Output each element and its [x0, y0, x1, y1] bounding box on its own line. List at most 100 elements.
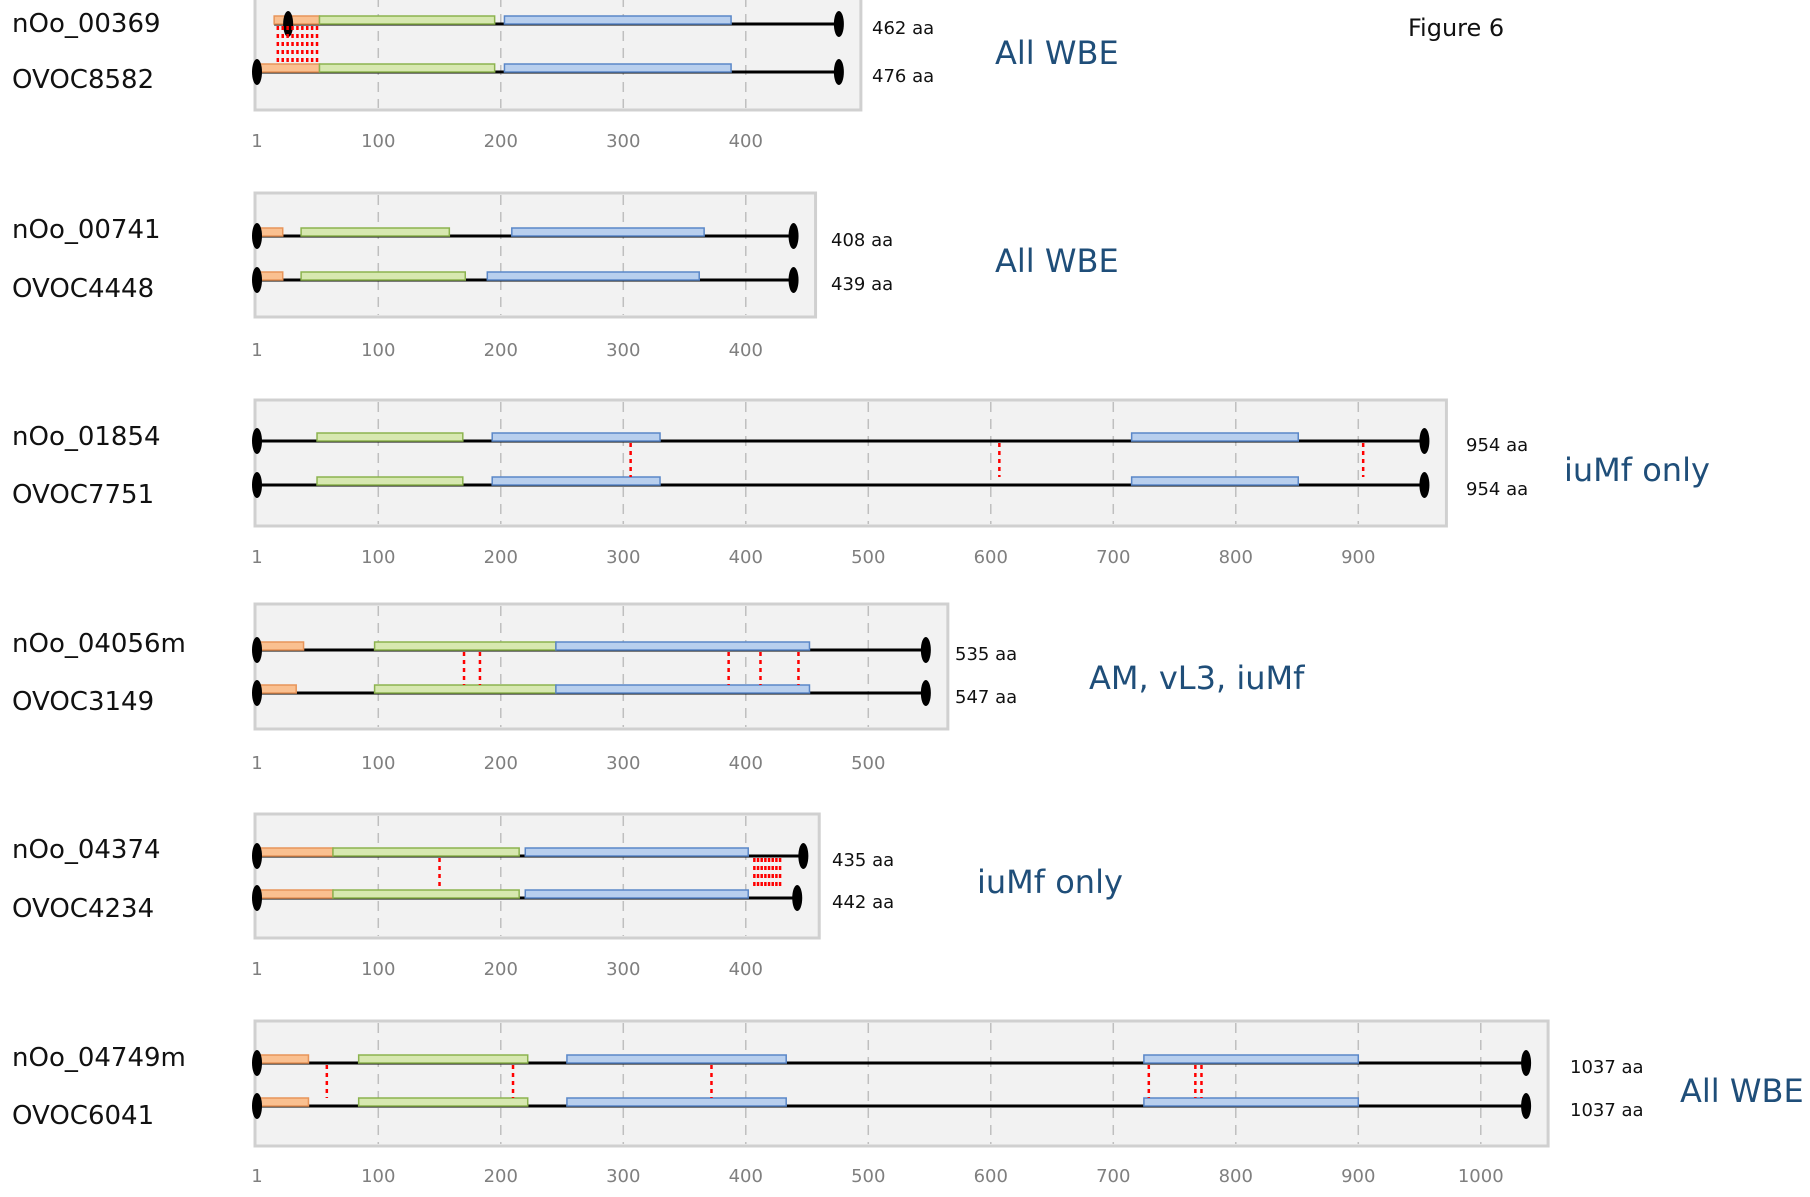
signal-domain-box [256, 63, 321, 73]
track-start-cap [252, 637, 262, 663]
blue-domain-box [491, 476, 661, 486]
tick-label: 500 [851, 1166, 885, 1187]
tick-label: 300 [606, 1166, 640, 1187]
protein-track [252, 637, 931, 663]
tick-label: 100 [361, 547, 395, 568]
tick-label: 500 [851, 547, 885, 568]
protein-length: 408 aa [831, 230, 893, 251]
protein-length: 1037 aa [1570, 1057, 1644, 1078]
green-domain-box [332, 847, 520, 857]
protein-length: 547 aa [955, 687, 1017, 708]
signal-domain-box [273, 15, 321, 25]
tick-label: 900 [1341, 1166, 1375, 1187]
tick-label: 200 [484, 959, 518, 980]
tick-label: 900 [1341, 547, 1375, 568]
tick-label: 100 [361, 753, 395, 774]
track-start-cap [252, 885, 262, 911]
track-end-cap [788, 223, 799, 249]
tick-label: 100 [361, 340, 395, 361]
protein-track [252, 472, 1430, 498]
protein-track [252, 885, 803, 911]
track-end-cap [798, 843, 809, 869]
blue-domain-box [503, 15, 732, 25]
tick-label: 600 [974, 547, 1008, 568]
tick-label: 1 [251, 547, 262, 568]
protein-track [273, 11, 844, 37]
blue-domain-box [486, 271, 700, 281]
blue-domain-box [491, 432, 661, 442]
protein-track [252, 267, 799, 293]
panel-background [253, 398, 1448, 528]
protein-length: 535 aa [955, 644, 1017, 665]
gene-name: OVOC8582 [12, 65, 154, 95]
signal-domain-box [256, 684, 297, 694]
tick-label: 400 [729, 547, 763, 568]
blue-domain-box [1130, 432, 1300, 442]
signal-domain-box [256, 847, 334, 857]
protein-length: 954 aa [1466, 479, 1528, 500]
track-end-cap [833, 59, 844, 85]
tick-label: 500 [851, 753, 885, 774]
green-domain-box [300, 227, 451, 237]
gene-name: nOo_00369 [12, 9, 161, 39]
expression-category: iuMf only [1564, 451, 1710, 489]
track-start-cap [252, 223, 262, 249]
gene-name: OVOC4234 [12, 894, 154, 924]
tick-label: 400 [729, 753, 763, 774]
green-domain-box [316, 476, 464, 486]
tick-label: 700 [1096, 1166, 1130, 1187]
gene-name: nOo_00741 [12, 215, 161, 245]
expression-category: All WBE [995, 34, 1119, 72]
track-start-cap [252, 1093, 262, 1119]
blue-domain-box [566, 1097, 787, 1107]
track-start-cap [283, 11, 294, 37]
protein-track [252, 223, 799, 249]
alignment-panel: 1 100 200 300 400 500 nOo_04056m 535 aa OVOC3149… [12, 602, 1305, 774]
gene-name: nOo_04056m [12, 629, 186, 659]
expression-category: All WBE [1680, 1072, 1804, 1110]
tick-label: 300 [606, 340, 640, 361]
protein-length: 435 aa [832, 850, 894, 871]
tick-label: 1 [251, 131, 262, 152]
gene-name: nOo_04374 [12, 835, 161, 865]
gene-name: OVOC6041 [12, 1101, 154, 1131]
tick-label: 100 [361, 131, 395, 152]
alignment-panel: 1 100 200 300 400 nOo_04374 435 aa OVOC4234 442 … [12, 812, 1123, 980]
tick-label: 1 [251, 1166, 262, 1187]
track-end-cap [792, 885, 803, 911]
tick-label: 800 [1219, 547, 1253, 568]
track-end-cap [1521, 1050, 1532, 1076]
tick-label: 600 [974, 1166, 1008, 1187]
tick-label: 300 [606, 547, 640, 568]
track-end-cap [920, 637, 931, 663]
track-end-cap [833, 11, 844, 37]
protein-length: 954 aa [1466, 435, 1528, 456]
green-domain-box [316, 432, 464, 442]
blue-domain-box [1143, 1097, 1360, 1107]
tick-label: 200 [484, 753, 518, 774]
signal-domain-box [256, 1097, 310, 1107]
protein-length: 442 aa [832, 892, 894, 913]
tick-label: 700 [1096, 547, 1130, 568]
panel-background [253, 1019, 1550, 1148]
gene-name: OVOC3149 [12, 687, 154, 717]
green-domain-box [318, 15, 496, 25]
tick-label: 400 [729, 1166, 763, 1187]
track-end-cap [1521, 1093, 1532, 1119]
signal-domain-box [256, 1054, 310, 1064]
signal-domain-box [256, 641, 305, 651]
protein-length: 1037 aa [1570, 1100, 1644, 1121]
tick-label: 800 [1219, 1166, 1253, 1187]
tick-label: 400 [729, 340, 763, 361]
protein-track [252, 59, 844, 85]
signal-domain-box [256, 889, 334, 899]
track-start-cap [252, 680, 262, 706]
blue-domain-box [566, 1054, 787, 1064]
protein-track [252, 843, 809, 869]
protein-length: 439 aa [831, 274, 893, 295]
tick-label: 300 [606, 131, 640, 152]
protein-length: 476 aa [872, 66, 934, 87]
alignment-panel: 1 100 200 300 400 nOo_00741 408 aa OVOC4448 439 … [12, 191, 1119, 361]
alignment-panels: 1 100 200 300 400 nOo_00369 462 aa OVOC8582 476 … [12, 0, 1804, 1187]
